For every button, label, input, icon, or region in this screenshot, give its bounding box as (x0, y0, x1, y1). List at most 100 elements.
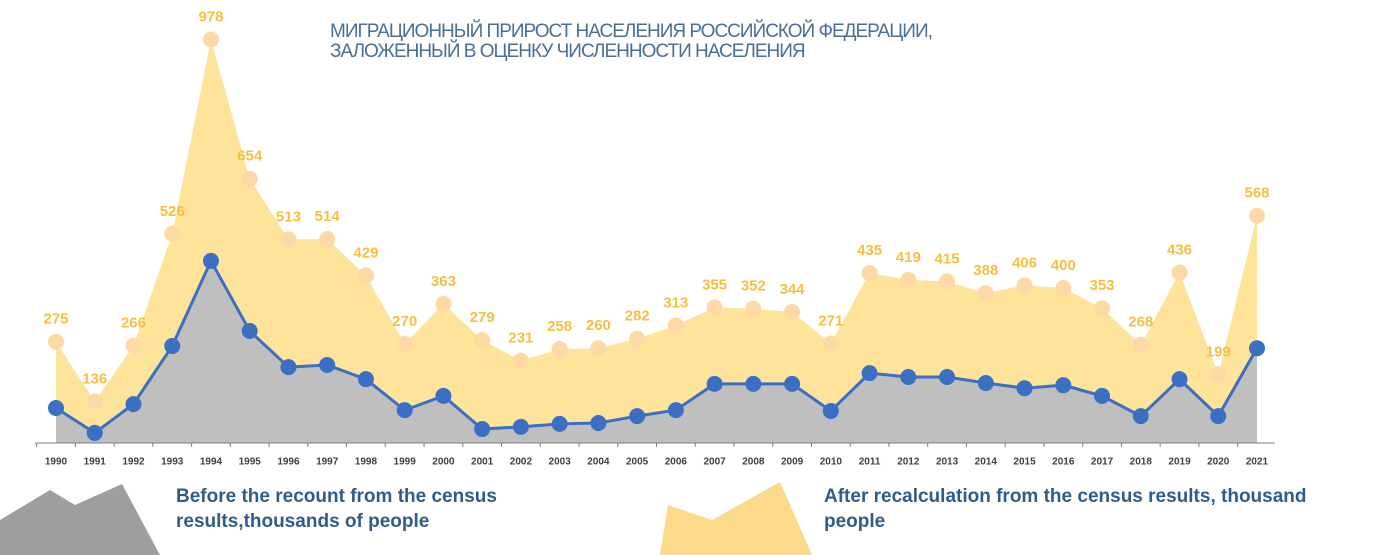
x-tick-label: 1995 (239, 457, 262, 468)
data-label: 978 (198, 8, 223, 25)
marker (590, 340, 607, 357)
data-label: 279 (470, 309, 495, 326)
x-tick-label: 2017 (1091, 457, 1114, 468)
marker (900, 369, 917, 386)
marker (1210, 366, 1227, 383)
marker (512, 352, 529, 369)
marker (977, 375, 994, 392)
marker (474, 421, 491, 438)
marker (202, 252, 219, 269)
marker (939, 369, 956, 386)
marker (512, 418, 529, 435)
x-tick-label: 1990 (45, 457, 68, 468)
marker (164, 225, 181, 242)
marker (667, 317, 684, 334)
marker (1249, 340, 1265, 357)
x-tick-label: 1996 (277, 457, 300, 468)
marker (280, 359, 297, 376)
marker (241, 323, 258, 339)
marker (1055, 377, 1072, 394)
data-label: 435 (857, 242, 882, 259)
marker (1094, 300, 1111, 317)
data-label: 270 (392, 313, 417, 330)
marker (357, 267, 374, 284)
x-tick-label: 2019 (1168, 457, 1191, 468)
marker (164, 338, 181, 355)
marker (784, 375, 801, 392)
marker (551, 415, 568, 432)
x-tick-label: 2013 (936, 457, 959, 468)
x-tick-label: 1991 (84, 457, 107, 468)
data-label: 199 (1206, 343, 1231, 360)
data-label: 282 (625, 308, 650, 325)
x-tick-label: 2018 (1130, 457, 1153, 468)
data-label: 514 (315, 208, 341, 225)
data-label: 258 (547, 318, 572, 335)
data-label: 654 (237, 148, 263, 165)
data-label: 344 (780, 281, 806, 298)
marker (706, 375, 723, 392)
marker (86, 424, 103, 441)
x-tick-label: 2003 (549, 457, 572, 468)
marker (319, 356, 336, 373)
legend-icon (0, 484, 160, 555)
x-tick-label: 2014 (975, 457, 998, 468)
marker (822, 335, 839, 352)
marker (706, 299, 723, 316)
x-tick-label: 1997 (316, 457, 339, 468)
data-label: 400 (1051, 257, 1076, 274)
data-label: 406 (1012, 254, 1037, 271)
x-tick-label: 2008 (742, 457, 765, 468)
marker (125, 396, 142, 413)
legend-label: Before the recount from the census resul… (176, 486, 497, 532)
marker (1210, 408, 1227, 425)
data-label: 355 (702, 276, 727, 293)
x-tick-label: 2015 (1013, 457, 1036, 468)
x-tick-label: 2005 (626, 457, 649, 468)
marker (86, 393, 103, 410)
marker (435, 387, 452, 404)
data-label: 136 (82, 370, 107, 387)
legend-icon (660, 482, 812, 555)
data-label: 353 (1090, 277, 1115, 294)
x-tick-label: 2009 (781, 457, 804, 468)
data-label: 363 (431, 273, 456, 290)
marker (939, 273, 956, 290)
marker (629, 408, 646, 425)
x-tick-label: 2011 (859, 457, 881, 468)
marker (319, 230, 336, 247)
marker (125, 337, 142, 354)
marker (590, 415, 607, 432)
area (56, 39, 1257, 444)
marker (1094, 387, 1111, 404)
marker (745, 375, 762, 392)
data-label: 271 (818, 312, 843, 329)
x-tick-label: 2001 (471, 457, 494, 468)
marker (1055, 280, 1072, 296)
marker (1132, 408, 1149, 425)
x-tick-label: 1998 (355, 457, 378, 468)
marker (48, 399, 64, 416)
marker (396, 335, 413, 352)
x-tick-label: 2002 (510, 457, 533, 468)
data-label: 419 (896, 249, 921, 266)
data-label: 266 (121, 315, 146, 332)
marker (357, 371, 374, 388)
x-tick-label: 1994 (200, 457, 223, 468)
x-tick-label: 2004 (587, 457, 610, 468)
x-tick-label: 2007 (703, 457, 726, 468)
data-label: 526 (160, 203, 185, 220)
marker (861, 264, 878, 281)
marker (629, 330, 646, 347)
data-label: 568 (1244, 185, 1269, 202)
marker (977, 285, 994, 302)
data-label: 415 (935, 251, 960, 268)
marker (202, 31, 219, 48)
data-label: 388 (973, 262, 998, 279)
x-tick-label: 1992 (122, 457, 145, 468)
x-tick-label: 2020 (1207, 457, 1230, 468)
marker (241, 170, 258, 187)
data-label: 313 (663, 294, 688, 311)
